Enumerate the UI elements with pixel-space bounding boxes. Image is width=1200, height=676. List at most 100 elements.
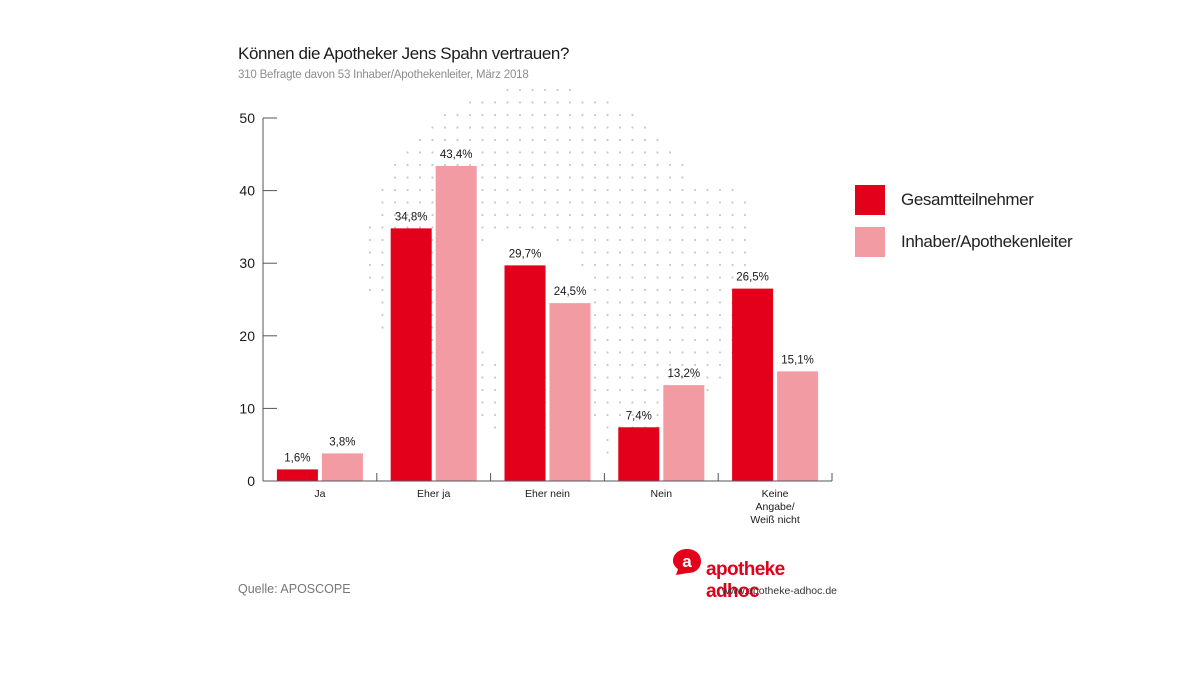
watermark-dot [681,213,684,217]
watermark-dot [418,151,422,154]
watermark-dot [656,388,659,392]
watermark-dot [393,201,397,204]
watermark-dot [481,376,484,379]
watermark-dot [543,188,547,192]
watermark-dot [368,238,372,242]
watermark-dot [618,276,622,279]
watermark-dot [693,301,697,304]
watermark-dot [593,288,597,292]
watermark-dot [431,276,434,279]
watermark-dot [706,338,709,342]
watermark-dot [643,163,647,167]
watermark-dot [593,326,597,329]
watermark-dot [618,351,622,354]
watermark-dot [656,238,659,242]
watermark-dot [381,301,384,304]
watermark-dot [643,238,647,242]
watermark-dot [481,413,484,417]
watermark-dot [518,151,522,154]
watermark-dot [531,101,534,104]
watermark-dot [656,213,659,217]
watermark-dot [656,288,659,292]
watermark-dot [606,101,609,104]
watermark-dot [643,263,647,267]
watermark-dot [556,238,559,242]
watermark-dot [668,313,672,317]
watermark-dot [531,138,534,142]
watermark-dot [631,363,634,367]
source-note: Quelle: APOSCOPE [238,582,351,596]
watermark-dot [593,238,597,242]
y-tick-label: 10 [239,400,255,416]
watermark-dot [431,376,434,379]
watermark-dot [568,151,572,154]
brand-logo-block[interactable]: a apotheke adhoc www.apotheke-adhoc.de [672,548,842,602]
watermark-dot [693,338,697,342]
watermark-dot [468,138,472,142]
watermark-dot [606,401,609,404]
watermark-dot [518,88,522,92]
watermark-dot [381,313,384,317]
bar-inhaber [663,385,705,481]
legend-swatch-series-2 [855,227,885,257]
watermark-dot [656,188,659,192]
watermark-dot [706,201,709,204]
watermark-dot [731,188,734,192]
bar-gesamt [276,469,318,481]
watermark-dot [606,426,609,429]
brand-url[interactable]: www.apotheke-adhoc.de [722,585,837,597]
watermark-dot [731,213,734,217]
watermark-dot [693,251,697,254]
watermark-dot [606,351,609,354]
watermark-dot [643,213,647,217]
watermark-dot [618,326,622,329]
x-tick-label: Keine [762,488,789,500]
watermark-dot [618,226,622,229]
watermark-dot [568,238,572,242]
watermark-dot [518,201,522,204]
watermark-dot [581,251,584,254]
watermark-dot [668,301,672,304]
watermark-dot [518,226,522,229]
watermark-dot [568,213,572,217]
watermark-dot [668,163,672,167]
watermark-dot [693,238,697,242]
watermark-dot [668,201,672,204]
watermark-dot [468,101,472,104]
watermark-dot [706,288,709,292]
watermark-dot [606,188,609,192]
watermark-dot [706,213,709,217]
bar-gesamt [504,265,546,481]
watermark-dot [618,238,622,242]
watermark-dot [518,113,522,117]
watermark-dot [493,113,497,117]
legend-swatch-series-1 [855,185,885,215]
watermark-dot [468,163,472,167]
watermark-dot [456,113,459,117]
watermark-dot [568,126,572,129]
watermark-dot [718,351,722,354]
watermark-dot [618,126,622,129]
watermark-dot [643,226,647,229]
x-tick-label: Eher nein [525,488,570,500]
y-tick-label: 50 [239,110,255,126]
watermark-dot [593,376,597,379]
watermark-dot [368,263,372,267]
watermark-dot [431,163,434,167]
watermark-dot [681,163,684,167]
watermark-dot [606,363,609,367]
axes-group: 0 10 20 30 40 50 Ja Eher ja Eher nein Nein KeineAn… [239,110,833,526]
watermark-dot [593,113,597,117]
watermark-dot [518,188,522,192]
watermark-dot [481,188,484,192]
watermark-dot [593,276,597,279]
watermark-dot [506,163,509,167]
watermark-dot [381,251,384,254]
watermark-dot [718,276,722,279]
watermark-dot [556,101,559,104]
bar-gesamt [618,427,660,481]
watermark-dot [581,238,584,242]
watermark-dot [668,151,672,154]
watermark-dot [593,226,597,229]
watermark-dot [443,138,447,142]
